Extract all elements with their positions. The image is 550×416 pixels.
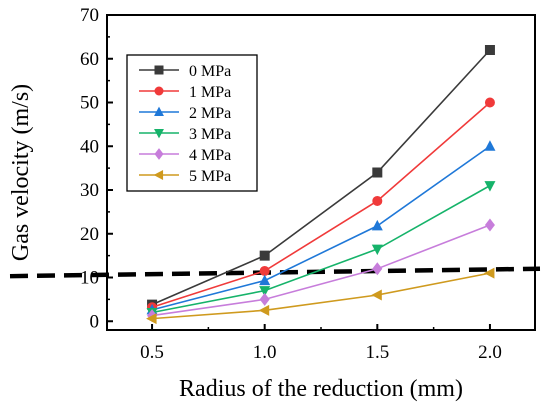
data-point <box>146 313 157 325</box>
y-tick-label: 70 <box>80 5 99 26</box>
series-line <box>151 272 491 320</box>
legend: 0 MPa 1 MPa 2 MPa 3 MPa 4 MPa 5 MPa <box>126 54 258 192</box>
legend-swatch-marker <box>154 86 164 96</box>
y-axis-title: Gas velocity (m/s) <box>8 84 34 261</box>
x-tick-label: 1.0 <box>253 342 277 363</box>
data-point <box>484 181 496 192</box>
data-point <box>484 140 496 151</box>
legend-label: 3 MPa <box>189 126 231 143</box>
y-tick-label: 60 <box>80 49 99 70</box>
legend-swatch-marker <box>154 128 164 139</box>
series-line <box>151 49 491 306</box>
data-point <box>259 265 270 276</box>
x-tick-label: 0.5 <box>140 342 164 363</box>
reference-line-layer <box>9 266 541 279</box>
legend-label: 0 MPa <box>189 63 231 80</box>
series-layer <box>146 45 496 325</box>
legend-swatch-marker <box>154 106 164 117</box>
axes-layer: 0.5 1.0 1.5 2.0 0 10 20 30 40 50 60 70 <box>80 5 536 363</box>
series-line <box>151 101 491 309</box>
data-point <box>372 167 383 178</box>
legend-swatch-marker <box>154 148 164 160</box>
x-tick-label: 2.0 <box>478 342 502 363</box>
legend-label: 4 MPa <box>189 147 231 164</box>
data-point <box>483 267 495 279</box>
data-point <box>372 195 383 206</box>
series-line <box>151 145 491 311</box>
y-tick-label: 30 <box>80 180 99 201</box>
data-point <box>371 219 383 231</box>
data-point <box>371 289 382 301</box>
data-point <box>371 244 383 256</box>
data-point <box>484 45 495 55</box>
legend-label: 5 MPa <box>189 168 231 185</box>
legend-label: 2 MPa <box>189 105 231 122</box>
data-point <box>259 286 271 297</box>
data-point <box>372 262 383 276</box>
y-tick-label: 10 <box>80 268 99 289</box>
legend-box <box>126 54 258 192</box>
x-tick-label: 1.5 <box>365 342 389 363</box>
data-point <box>484 218 495 232</box>
data-point <box>259 250 270 261</box>
legend-swatch-marker <box>153 170 164 180</box>
dashed-reference-line <box>9 266 541 279</box>
x-axis-title: Radius of the reduction (mm) <box>179 376 463 402</box>
data-point <box>484 97 495 108</box>
data-point <box>258 304 270 316</box>
series-line <box>151 224 491 317</box>
legend-swatch-marker <box>154 65 164 75</box>
y-tick-label: 0 <box>90 311 100 332</box>
y-tick-label: 40 <box>80 136 99 157</box>
series-line <box>151 184 491 314</box>
y-tick-label: 50 <box>80 93 99 114</box>
data-point <box>259 274 271 286</box>
data-point <box>259 292 270 306</box>
legend-label: 1 MPa <box>189 84 231 101</box>
y-tick-label: 20 <box>80 224 99 245</box>
